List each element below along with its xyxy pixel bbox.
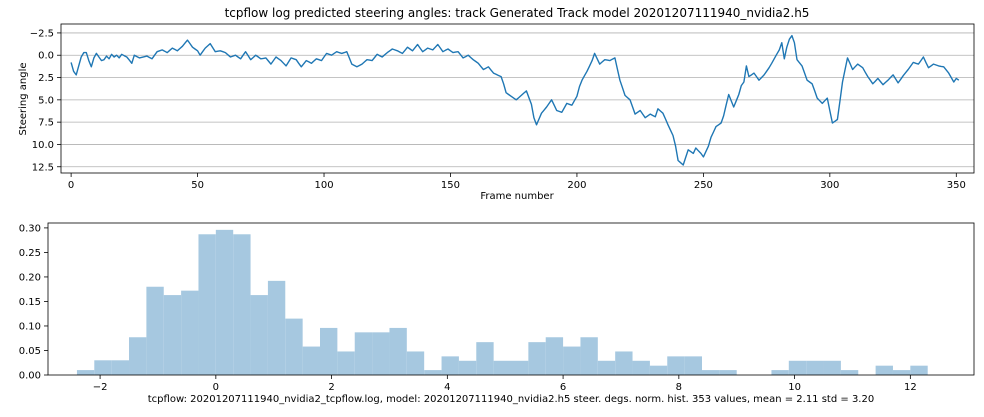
histogram-bar [511,360,529,375]
line-y-tick-label: 7.5 [38,118,54,129]
histogram-bar [615,351,633,375]
line-y-tick-label: 2.5 [38,73,54,84]
line-chart: tcpflow log predicted steering angles: t… [18,6,975,202]
histogram-bar [337,351,355,375]
hist-x-tick-label: −2 [93,382,108,393]
histogram-bar [597,360,616,375]
histogram-bar [424,370,442,375]
hist-y-tick-label: 0.25 [19,248,41,259]
histogram-y-ticks: 0.00 0.05 0.10 0.15 0.20 0.25 0.30 [19,223,48,382]
histogram-chart: 0.00 0.05 0.10 0.15 0.20 0.25 0.30 −2 0 2 4 6 8 10 12… [19,222,975,405]
histogram-bar [389,327,407,375]
histogram-bars [76,229,928,375]
line-y-tick-label: 0.0 [38,51,54,62]
line-chart-ylabel: Steering angle [18,62,29,135]
histogram-bar [910,365,928,375]
histogram-bar [215,229,234,375]
line-x-tick-label: 0 [68,180,74,191]
histogram-bar [892,370,911,375]
histogram-frame [47,222,975,376]
histogram-bar [476,342,494,375]
hist-x-tick-label: 4 [444,382,450,393]
histogram-bar [684,356,702,375]
hist-y-tick-label: 0.15 [19,297,41,308]
histogram-bar [198,234,216,375]
histogram-bar [285,318,303,375]
histogram-bar [458,360,477,375]
histogram-bar [267,280,286,375]
histogram-bar [250,295,268,375]
histogram-bar [771,370,789,375]
line-chart-xlabel: Frame number [480,191,554,202]
line-chart-x-ticks: 0 50 100 150 200 250 300 350 [68,173,966,191]
histogram-bar [372,332,390,375]
histogram-bar [233,234,251,375]
histogram-bar [788,360,807,375]
hist-x-tick-label: 2 [328,382,334,393]
histogram-bar [649,365,668,375]
histogram-bar [719,370,737,375]
hist-y-tick-label: 0.10 [19,321,41,332]
histogram-bar [806,360,824,375]
hist-y-tick-label: 0.05 [19,346,41,357]
line-y-tick-label: 12.5 [32,162,54,173]
histogram-bar [111,360,130,375]
histogram-bar [320,327,338,375]
line-y-tick-label: 10.0 [32,140,54,151]
line-x-tick-label: 50 [191,180,204,191]
histogram-bar [875,365,893,375]
line-chart-y-ticks: −2.5 0.0 2.5 5.0 7.5 10.0 12.5 [30,28,61,173]
hist-y-tick-label: 0.20 [19,272,41,283]
line-chart-grid [61,32,974,168]
hist-x-tick-label: 12 [904,382,917,393]
histogram-bar [840,370,859,375]
histogram-bar [129,337,147,375]
histogram-bar [146,286,164,375]
histogram-bar [545,337,564,375]
histogram-bar [580,337,598,375]
histogram-bar [302,346,321,375]
histogram-bar [94,360,112,375]
histogram-bar [76,370,95,375]
histogram-xlabel: tcpflow: 20201207111940_nvidia2_tcpflow.… [148,394,874,405]
histogram-bar [354,332,373,375]
line-x-tick-label: 350 [947,180,966,191]
line-chart-title: tcpflow log predicted steering angles: t… [225,6,810,20]
histogram-bar [441,356,459,375]
line-y-tick-label: −2.5 [30,28,54,39]
line-chart-frame [60,23,975,174]
line-x-tick-label: 250 [694,180,713,191]
histogram-bar [563,346,581,375]
histogram-bar [823,360,841,375]
line-y-tick-label: 5.0 [38,95,54,106]
histogram-bar [493,360,511,375]
hist-y-tick-label: 0.00 [19,371,41,382]
hist-x-tick-label: 8 [676,382,682,393]
histogram-bar [667,356,685,375]
histogram-bar [528,342,546,375]
hist-x-tick-label: 6 [560,382,566,393]
line-x-tick-label: 200 [567,180,586,191]
histogram-bar [632,360,650,375]
histogram-x-ticks: −2 0 2 4 6 8 10 12 [93,375,917,393]
histogram-bar [701,370,720,375]
hist-y-tick-label: 0.30 [19,223,41,234]
histogram-bar [406,351,425,375]
line-x-tick-label: 150 [441,180,460,191]
histogram-bar [163,295,182,375]
histogram-bar [181,290,199,375]
hist-x-tick-label: 10 [788,382,801,393]
steering-angle-series [70,34,960,166]
hist-x-tick-label: 0 [213,382,219,393]
line-x-tick-label: 300 [820,180,839,191]
line-x-tick-label: 100 [314,180,333,191]
